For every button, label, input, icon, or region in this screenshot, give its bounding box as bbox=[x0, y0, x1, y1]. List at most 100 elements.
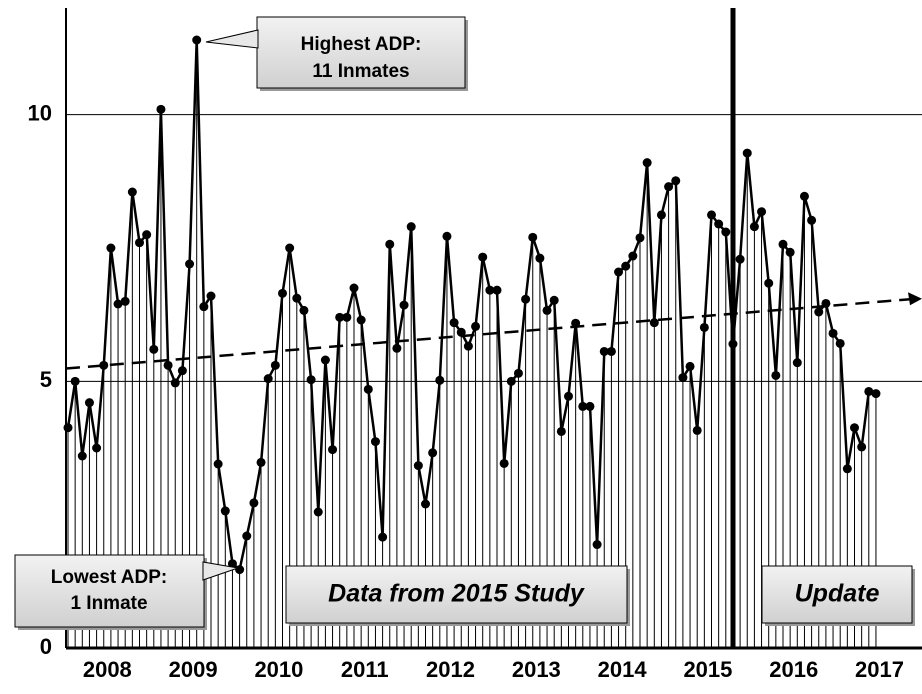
x-tick-label: 2014 bbox=[598, 657, 648, 682]
data-point bbox=[692, 425, 702, 435]
y-tick-label: 10 bbox=[28, 100, 52, 125]
data-point bbox=[564, 391, 573, 401]
data-point bbox=[471, 321, 481, 331]
data-point bbox=[428, 448, 438, 458]
data-point bbox=[342, 312, 352, 322]
data-point bbox=[435, 375, 445, 385]
data-point bbox=[285, 243, 295, 253]
annotation-low: Lowest ADP: 1 Inmate bbox=[14, 554, 239, 630]
data-point bbox=[227, 559, 237, 569]
callout-pointer bbox=[202, 561, 239, 581]
data-point bbox=[528, 232, 538, 242]
data-point bbox=[778, 239, 788, 249]
label-box bbox=[285, 565, 628, 624]
data-point bbox=[406, 222, 416, 232]
data-point bbox=[492, 285, 502, 295]
series bbox=[63, 35, 881, 575]
data-point bbox=[721, 227, 731, 237]
data-point bbox=[828, 328, 838, 338]
data-point bbox=[499, 458, 509, 468]
data-point bbox=[177, 366, 187, 376]
data-point bbox=[213, 459, 223, 469]
data-point bbox=[142, 230, 152, 240]
label-update: Update bbox=[761, 565, 915, 626]
data-point bbox=[106, 243, 116, 253]
data-point bbox=[456, 327, 466, 337]
data-point bbox=[642, 158, 652, 168]
data-point bbox=[742, 148, 752, 158]
data-point bbox=[320, 355, 330, 365]
data-point bbox=[850, 423, 859, 433]
x-tick-label: 2013 bbox=[512, 657, 561, 682]
data-point bbox=[614, 267, 624, 277]
data-point bbox=[449, 318, 459, 328]
data-point bbox=[542, 305, 552, 315]
data-point bbox=[399, 300, 409, 310]
data-point bbox=[199, 302, 209, 312]
data-point bbox=[592, 540, 602, 550]
data-point bbox=[185, 259, 195, 269]
data-point bbox=[556, 426, 566, 436]
data-point bbox=[757, 207, 767, 217]
x-tick-label: 2017 bbox=[855, 657, 904, 682]
annotation-text: 11 Inmates bbox=[312, 61, 409, 82]
data-point bbox=[864, 386, 874, 396]
annotation-text: Lowest ADP: bbox=[51, 567, 167, 588]
data-point bbox=[821, 298, 831, 308]
data-point bbox=[835, 338, 845, 348]
data-point bbox=[671, 176, 681, 186]
annotation-text: Highest ADP: bbox=[301, 34, 422, 55]
data-point bbox=[606, 346, 616, 356]
data-point bbox=[621, 261, 631, 271]
data-point bbox=[192, 35, 202, 45]
callout-box bbox=[14, 554, 205, 628]
data-point bbox=[664, 182, 674, 192]
x-tick-label: 2008 bbox=[83, 657, 132, 682]
data-point bbox=[220, 506, 230, 516]
data-point bbox=[206, 291, 216, 301]
callout-pointer bbox=[205, 29, 259, 49]
data-point bbox=[599, 346, 609, 356]
trendline bbox=[65, 297, 911, 370]
callout-box bbox=[256, 16, 466, 89]
annotation-high: Highest ADP: 11 Inmates bbox=[205, 16, 468, 91]
section-label: Data from 2015 Study bbox=[328, 580, 585, 608]
label-study: Data from 2015 Study bbox=[285, 565, 630, 626]
data-point bbox=[270, 360, 280, 370]
data-point bbox=[857, 442, 867, 452]
data-point bbox=[92, 443, 102, 453]
data-point bbox=[163, 360, 173, 370]
data-point bbox=[349, 283, 359, 293]
data-point bbox=[306, 375, 316, 385]
data-point bbox=[463, 341, 473, 351]
data-point bbox=[478, 252, 488, 262]
data-point bbox=[120, 296, 130, 306]
data-point bbox=[513, 368, 523, 378]
data-point bbox=[707, 210, 716, 220]
data-point bbox=[392, 343, 402, 353]
y-tick-label: 5 bbox=[40, 367, 52, 392]
data-point bbox=[263, 374, 273, 384]
x-tick-label: 2012 bbox=[426, 657, 475, 682]
data-point bbox=[378, 532, 388, 542]
label-box bbox=[761, 565, 913, 624]
data-point bbox=[792, 358, 802, 368]
data-point bbox=[799, 191, 809, 201]
data-point bbox=[735, 254, 745, 264]
y-tick-label: 0 bbox=[40, 634, 52, 659]
data-point bbox=[807, 215, 817, 225]
trend-arrow bbox=[908, 292, 922, 306]
data-point bbox=[714, 219, 724, 229]
data-point bbox=[328, 445, 338, 455]
trendline-group bbox=[65, 292, 922, 370]
data-point bbox=[127, 187, 137, 197]
data-point bbox=[363, 384, 373, 394]
data-point bbox=[413, 461, 423, 471]
data-point bbox=[771, 370, 781, 380]
data-point bbox=[63, 423, 73, 433]
data-point bbox=[749, 222, 759, 232]
data-point bbox=[235, 565, 245, 575]
data-point bbox=[685, 361, 695, 371]
data-point bbox=[77, 451, 87, 461]
